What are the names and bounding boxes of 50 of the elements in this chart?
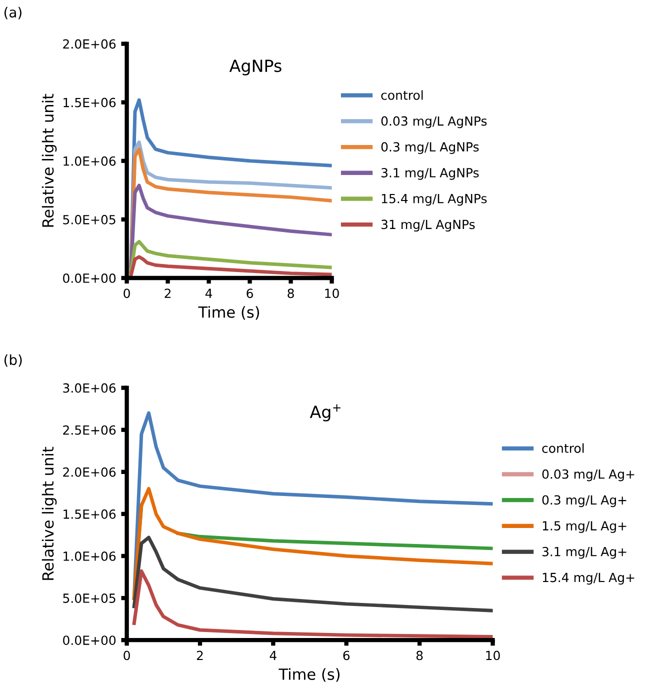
y-axis-title: Relative light unit (42, 94, 57, 227)
y-tick-label: 0.0E+00 (63, 273, 116, 283)
legend-label: 3.1 mg/L AgNPs (381, 168, 479, 180)
legend-label: 15.4 mg/L Ag+ (542, 572, 634, 585)
x-tick-label: 8 (416, 650, 423, 660)
y-tick-label: 5.0E+05 (63, 214, 116, 224)
y-axis-title: Relative light unit (42, 446, 57, 580)
x-tick-label: 4 (205, 288, 212, 298)
x-tick-label: 10 (486, 650, 500, 660)
x-tick-label: 4 (270, 650, 276, 660)
legend-label: 0.03 mg/L Ag+ (542, 469, 634, 482)
legend-label: 0.3 mg/L AgNPs (381, 142, 479, 154)
x-tick-label: 0 (124, 650, 130, 660)
legend-label: control (542, 443, 584, 453)
line-series (129, 255, 332, 278)
y-tick-label: 0.0E+00 (63, 636, 116, 646)
y-tick-label: 1.0E+06 (64, 156, 116, 166)
legend-label: 31 mg/L AgNPs (381, 220, 475, 232)
text: AgNPs (229, 60, 282, 76)
line-series (129, 240, 332, 274)
legend-label: 15.4 mg/L AgNPs (382, 194, 487, 206)
line-series (132, 569, 493, 638)
y-tick-label: 1.5E+06 (64, 509, 116, 519)
x-tick-label: 2 (164, 288, 171, 298)
line-series (132, 536, 493, 612)
y-tick-label: 2.0E+06 (63, 39, 116, 49)
y-tick-label: 2.0E+06 (63, 467, 116, 477)
y-tick-label: 1.5E+06 (64, 98, 116, 108)
x-tick-label: 6 (343, 650, 350, 660)
legend-label: 3.1 mg/L Ag+ (542, 546, 626, 559)
legend-label: 1.5 mg/L Ag+ (542, 521, 626, 533)
y-tick-label: 3.0E+06 (63, 383, 116, 393)
x-axis-title: Time (s) (198, 306, 260, 320)
y-tick-label: 2.5E+06 (63, 425, 116, 435)
text: Ag$^{+}$ (310, 404, 340, 422)
x-tick-label: 6 (246, 288, 253, 298)
line-series (129, 184, 332, 274)
x-tick-label: 0 (124, 288, 130, 298)
legend-label: 0.3 mg/L Ag+ (542, 495, 626, 508)
line-series (132, 486, 493, 600)
x-axis-title: Time (s) (278, 668, 340, 682)
text: (b) (4, 354, 22, 367)
legend-label: control (381, 90, 423, 100)
text: (a) (4, 6, 22, 20)
y-tick-label: 1.0E+06 (64, 551, 116, 561)
x-tick-label: 8 (288, 288, 294, 298)
y-tick-label: 5.0E+05 (63, 594, 116, 603)
legend-label: 0.03 mg/L AgNPs (381, 116, 487, 128)
x-tick-label: 10 (325, 288, 339, 298)
x-tick-label: 2 (196, 650, 203, 660)
